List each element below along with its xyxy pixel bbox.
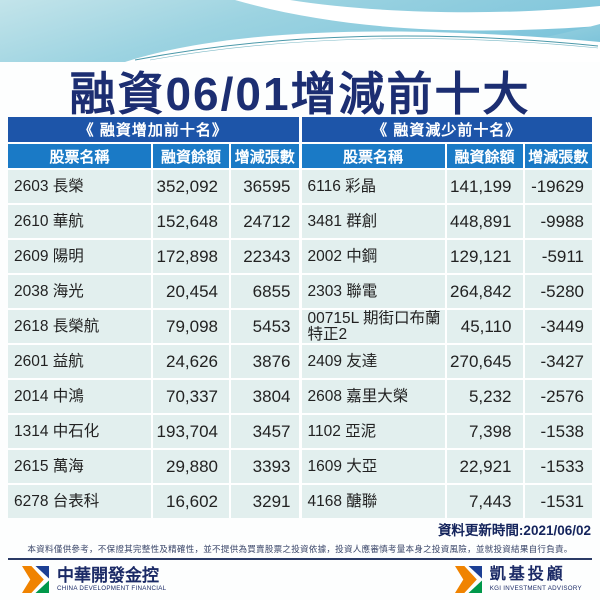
- cdf-logo-icon: [22, 566, 49, 593]
- margin-balance-cell: 172,898: [153, 240, 229, 273]
- margin-balance-cell: 352,092: [153, 170, 229, 203]
- stock-name-cell: 2038 海光: [8, 275, 151, 308]
- margin-balance-cell: 70,337: [153, 380, 229, 413]
- section-title: 《 融資減少前十名》: [301, 117, 592, 142]
- change-shares-cell: 5453: [231, 310, 299, 343]
- change-shares-cell: -1538: [524, 415, 592, 448]
- cdf-logo-subtitle: CHINA DEVELOPMENT FINANCIAL: [57, 585, 167, 593]
- stock-name-cell: 2409 友達: [301, 345, 445, 378]
- change-shares-cell: -5911: [524, 240, 592, 273]
- margin-balance-cell: 79,098: [153, 310, 229, 343]
- stock-name-cell: 1102 亞泥: [301, 415, 445, 448]
- stock-name-cell: 6278 台表科: [8, 485, 151, 518]
- margin-balance-cell: 24,626: [153, 345, 229, 378]
- page-title: 融資06/01增減前十大: [69, 68, 531, 120]
- change-shares-cell: 24712: [231, 205, 299, 238]
- column-header: 股票名稱: [301, 144, 445, 168]
- wave-banner-graphic: [0, 0, 600, 62]
- stock-name-cell: 2615 萬海: [8, 450, 151, 483]
- change-shares-cell: 6855: [231, 275, 299, 308]
- decrease-table: 《 融資減少前十名》 股票名稱 融資餘額 增減張數 6116 彩晶 141,199 -196…: [301, 117, 592, 518]
- kgi-logo-icon: [454, 566, 482, 593]
- change-shares-cell: -3427: [524, 345, 592, 378]
- section-title: 《 融資增加前十名》: [8, 117, 299, 142]
- margin-balance-cell: 7,443: [446, 485, 523, 518]
- tables-container: 《 融資增加前十名》 股票名稱 融資餘額 增減張數 2603 長榮 352,092 3659…: [8, 117, 592, 518]
- change-shares-cell: 3291: [231, 485, 299, 518]
- column-header: 融資餘額: [153, 144, 229, 168]
- margin-balance-cell: 152,648: [153, 205, 229, 238]
- stock-name-cell: 2618 長榮航: [8, 310, 151, 343]
- change-shares-cell: 3393: [231, 450, 299, 483]
- margin-balance-cell: 5,232: [446, 380, 523, 413]
- kgi-logo-name: 凱基投顧: [489, 566, 566, 584]
- stock-name-cell: 00715L 期街口布蘭特正2: [301, 310, 445, 343]
- disclaimer-text: 本資料僅供參考，不保證其完整性及精確性，並不提供為買賣股票之投資依據，投資人應審…: [27, 544, 573, 554]
- margin-balance-cell: 193,704: [153, 415, 229, 448]
- margin-balance-cell: 45,110: [446, 310, 523, 343]
- stock-name-cell: 2303 聯電: [301, 275, 445, 308]
- stock-name-cell: 3481 群創: [301, 205, 445, 238]
- margin-balance-cell: 270,645: [446, 345, 523, 378]
- margin-balance-cell: 29,880: [153, 450, 229, 483]
- column-header: 融資餘額: [446, 144, 523, 168]
- stock-name-cell: 2610 華航: [8, 205, 151, 238]
- change-shares-cell: 22343: [231, 240, 299, 273]
- cdf-logo-name: 中華開發金控: [57, 565, 159, 585]
- change-shares-cell: 3876: [231, 345, 299, 378]
- footer-divider: [8, 558, 592, 560]
- stock-name-cell: 1314 中石化: [8, 415, 151, 448]
- kgi-logo: 凱基投顧 KGI INVESTMENT ADVISORY: [454, 566, 582, 593]
- cdf-logo: 中華開發金控 CHINA DEVELOPMENT FINANCIAL: [22, 566, 166, 593]
- update-time: 資料更新時間:2021/06/02: [437, 523, 591, 538]
- margin-balance-cell: 22,921: [446, 450, 523, 483]
- stock-name-cell: 2608 嘉里大榮: [301, 380, 445, 413]
- stock-name-cell: 2002 中鋼: [301, 240, 445, 273]
- stock-name-cell: 1609 大亞: [301, 450, 445, 483]
- column-header: 股票名稱: [8, 144, 151, 168]
- margin-balance-cell: 16,602: [153, 485, 229, 518]
- margin-balance-cell: 7,398: [446, 415, 523, 448]
- change-shares-cell: 3457: [231, 415, 299, 448]
- change-shares-cell: -3449: [524, 310, 592, 343]
- stock-name-cell: 2601 益航: [8, 345, 151, 378]
- change-shares-cell: -19629: [524, 170, 592, 203]
- change-shares-cell: 3804: [231, 380, 299, 413]
- margin-balance-cell: 448,891: [446, 205, 523, 238]
- change-shares-cell: -1533: [524, 450, 592, 483]
- change-shares-cell: -9988: [524, 205, 592, 238]
- stock-name-cell: 2603 長榮: [8, 170, 151, 203]
- stock-name-cell: 6116 彩晶: [301, 170, 445, 203]
- margin-balance-cell: 141,199: [446, 170, 523, 203]
- stock-name-cell: 4168 醣聯: [301, 485, 445, 518]
- column-header: 增減張數: [231, 144, 299, 168]
- change-shares-cell: -2576: [524, 380, 592, 413]
- stock-name-cell: 2014 中鴻: [8, 380, 151, 413]
- change-shares-cell: 36595: [231, 170, 299, 203]
- increase-table: 《 融資增加前十名》 股票名稱 融資餘額 增減張數 2603 長榮 352,092 3659…: [8, 117, 299, 518]
- kgi-logo-subtitle: KGI INVESTMENT ADVISORY: [489, 584, 582, 592]
- change-shares-cell: -5280: [524, 275, 592, 308]
- margin-balance-cell: 264,842: [446, 275, 523, 308]
- change-shares-cell: -1531: [524, 485, 592, 518]
- margin-balance-cell: 20,454: [153, 275, 229, 308]
- margin-balance-cell: 129,121: [446, 240, 523, 273]
- stock-name-cell: 2609 陽明: [8, 240, 151, 273]
- column-header: 增減張數: [524, 144, 592, 168]
